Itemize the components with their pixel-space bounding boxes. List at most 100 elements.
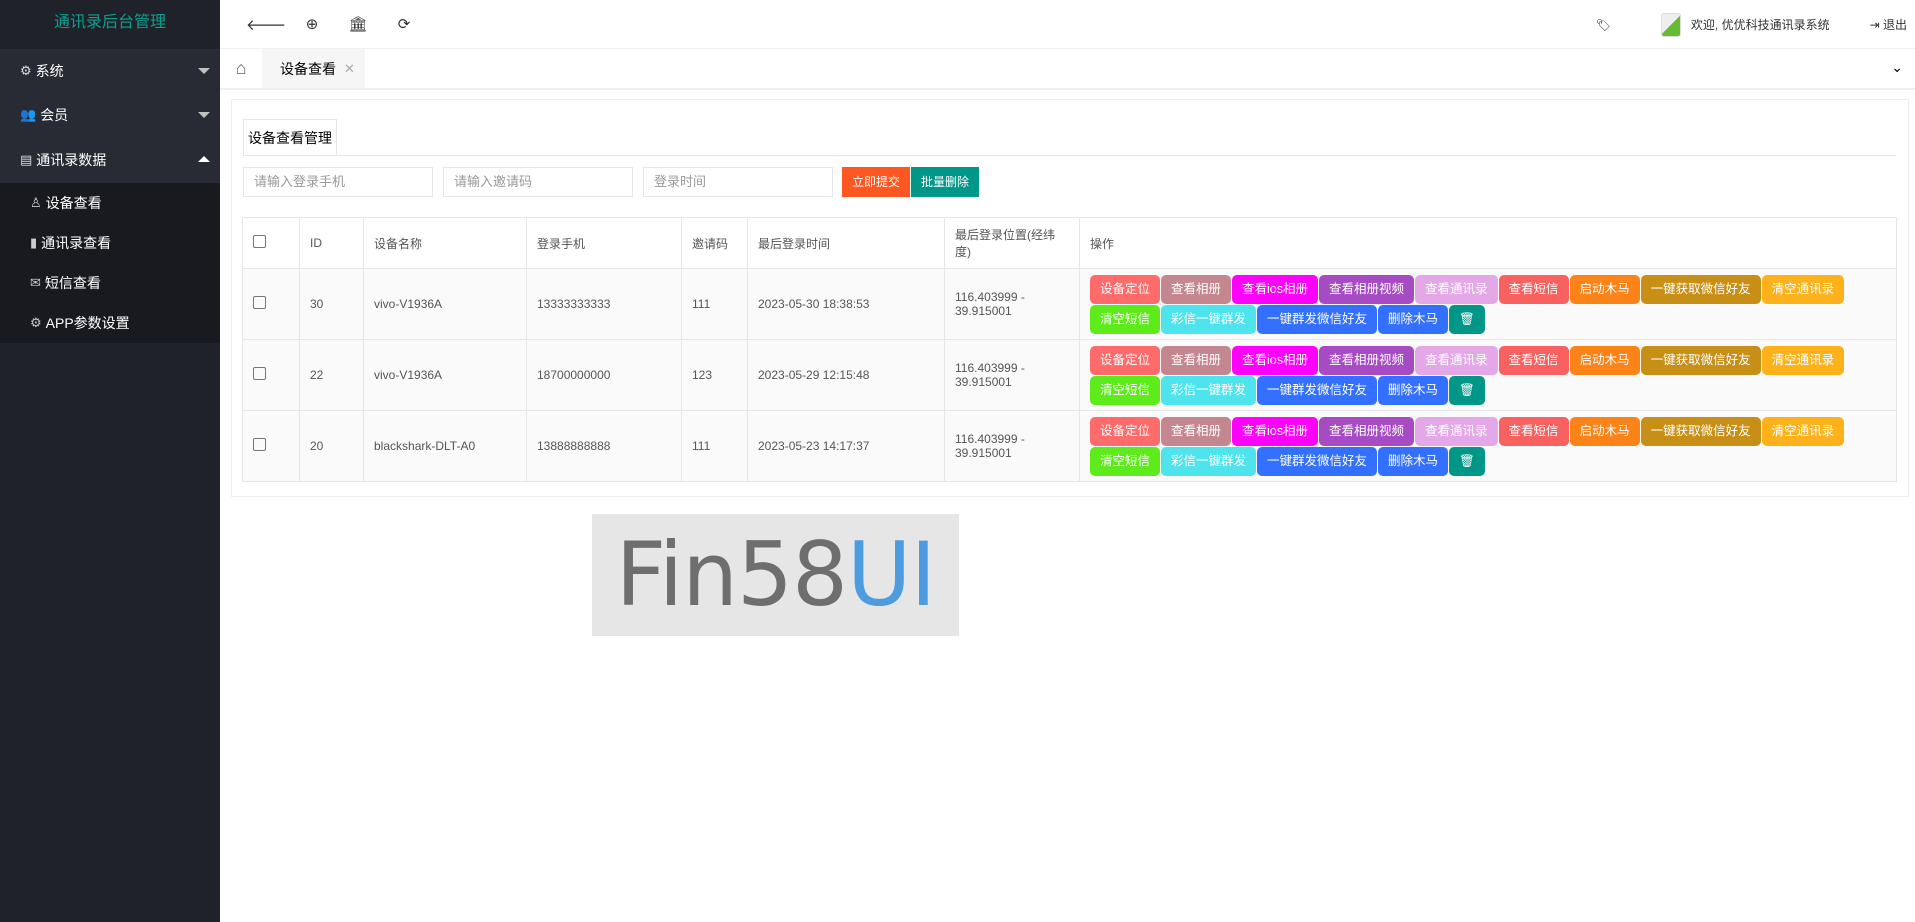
cell-time: 2023-05-23 14:17:37: [747, 410, 945, 482]
action-button[interactable]: 一键获取微信好友: [1640, 416, 1761, 446]
menu-system[interactable]: ⚙ 系统: [0, 49, 220, 93]
col-time: 最后登录时间: [747, 217, 945, 269]
bank-icon[interactable]: 🏛: [348, 16, 368, 33]
action-button[interactable]: 查看通讯录: [1415, 274, 1498, 304]
cell-id: 20: [299, 410, 364, 482]
submit-button[interactable]: 立即提交: [842, 167, 911, 197]
book-icon: ▮: [30, 235, 38, 250]
action-button[interactable]: 清空通讯录: [1761, 345, 1845, 375]
back-icon[interactable]: 🡐: [246, 16, 287, 34]
action-button[interactable]: 查看通讯录: [1415, 345, 1498, 375]
action-button[interactable]: 一键群发微信好友: [1257, 375, 1378, 405]
action-button[interactable]: 查看相册: [1161, 416, 1232, 446]
row-checkbox[interactable]: [253, 296, 266, 309]
tag-icon[interactable]: 🏷: [1595, 17, 1611, 32]
action-button[interactable]: 查看相册: [1161, 345, 1232, 375]
action-button[interactable]: 删除木马: [1378, 375, 1449, 405]
action-button[interactable]: 设备定位: [1090, 274, 1161, 304]
action-button[interactable]: 查看短信: [1498, 345, 1569, 375]
action-button[interactable]: 启动木马: [1569, 416, 1640, 446]
action-button[interactable]: 一键群发微信好友: [1257, 446, 1378, 476]
action-button[interactable]: 清空短信: [1090, 304, 1161, 334]
action-button[interactable]: 设备定位: [1090, 416, 1161, 446]
delete-button[interactable]: 🗑: [1449, 304, 1485, 334]
action-button[interactable]: 彩信一键群发: [1161, 375, 1257, 405]
sidebar-item-contacts[interactable]: ▮ 通讯录查看: [0, 223, 220, 263]
action-button[interactable]: 查看相册视频: [1319, 274, 1415, 304]
action-button[interactable]: 清空短信: [1090, 446, 1161, 476]
menu-member[interactable]: 👥 会员: [0, 93, 220, 137]
gear-icon: ⚙: [20, 63, 32, 78]
action-button[interactable]: 设备定位: [1090, 345, 1161, 375]
cell-loc: 116.403999 - 39.915001: [944, 339, 1080, 411]
cell-name: vivo-V1936A: [363, 268, 527, 340]
trash-icon: 🗑: [1459, 311, 1475, 326]
welcome-text: 欢迎, 优优科技通讯录系统: [1690, 18, 1830, 32]
batch-delete-button[interactable]: 批量删除: [911, 167, 980, 197]
action-button[interactable]: 一键群发微信好友: [1257, 304, 1378, 334]
action-button[interactable]: 查看相册: [1161, 274, 1232, 304]
cell-name: vivo-V1936A: [363, 339, 527, 411]
tab-device[interactable]: 设备查看 ✕: [262, 49, 365, 88]
action-button[interactable]: 一键获取微信好友: [1640, 345, 1761, 375]
action-button[interactable]: 删除木马: [1378, 304, 1449, 334]
row-checkbox[interactable]: [253, 438, 266, 451]
action-button[interactable]: 启动木马: [1569, 274, 1640, 304]
action-button[interactable]: 清空通讯录: [1761, 274, 1845, 304]
action-button[interactable]: 查看相册视频: [1319, 416, 1415, 446]
cell-code: 123: [681, 339, 748, 411]
action-button[interactable]: 清空通讯录: [1761, 416, 1845, 446]
invite-code-input[interactable]: 请输入邀请码: [443, 167, 633, 197]
delete-button[interactable]: 🗑: [1449, 375, 1485, 405]
logout-icon: ⇥: [1869, 18, 1880, 32]
home-icon[interactable]: ⌂: [235, 58, 247, 78]
refresh-icon[interactable]: ⟳: [397, 16, 411, 33]
cell-time: 2023-05-30 18:38:53: [747, 268, 945, 340]
menu-label: 会员: [40, 107, 69, 123]
logout-button[interactable]: ⇥ 退出: [1870, 16, 1907, 33]
lifebuoy-icon[interactable]: ⊕: [305, 16, 319, 33]
action-button[interactable]: 查看ios相册: [1232, 274, 1319, 304]
row-checkbox[interactable]: [253, 367, 266, 380]
phone-input[interactable]: 请输入登录手机: [243, 167, 433, 197]
action-button[interactable]: 查看短信: [1498, 274, 1569, 304]
login-time-input[interactable]: 登录时间: [643, 167, 833, 197]
action-button[interactable]: 一键获取微信好友: [1640, 274, 1761, 304]
action-button[interactable]: 彩信一键群发: [1161, 304, 1257, 334]
action-button[interactable]: 清空短信: [1090, 375, 1161, 405]
fin58ui-logo-image: Fin58UI: [592, 514, 959, 636]
table-row: 22 vivo-V1936A 18700000000 123 2023-05-29 12…: [242, 339, 1897, 411]
action-button[interactable]: 查看短信: [1498, 416, 1569, 446]
trash-icon: 🗑: [1459, 382, 1475, 397]
sidebar: 通讯录后台管理 ⚙ 系统 👥 会员 ▤ 通讯录数据 ♙ 设备查看 ▮ 通讯录查看 ✉ 短信查…: [0, 0, 220, 922]
item-label: 通讯录查看: [41, 235, 112, 251]
select-all-checkbox[interactable]: [253, 235, 266, 248]
sidebar-item-device[interactable]: ♙ 设备查看: [0, 183, 220, 223]
action-button[interactable]: 彩信一键群发: [1161, 446, 1257, 476]
cell-phone: 13333333333: [526, 268, 682, 340]
sidebar-item-app-settings[interactable]: ⚙ APP参数设置: [0, 303, 220, 343]
cell-phone: 18700000000: [526, 339, 682, 411]
cell-id: 22: [299, 339, 364, 411]
menu-contacts-data[interactable]: ▤ 通讯录数据: [0, 137, 220, 183]
close-icon[interactable]: ✕: [344, 60, 355, 76]
action-button[interactable]: 查看通讯录: [1415, 416, 1498, 446]
user-icon: ♙: [30, 195, 42, 210]
trash-icon: 🗑: [1459, 453, 1475, 468]
sidebar-item-sms[interactable]: ✉ 短信查看: [0, 263, 220, 303]
topbar: 🡐 ⊕ 🏛 ⟳ 🏷 欢迎, 优优科技通讯录系统 ⇥ 退出: [220, 0, 1915, 49]
cell-time: 2023-05-29 12:15:48: [747, 339, 945, 411]
action-button[interactable]: 查看ios相册: [1232, 345, 1319, 375]
tab-label: 设备查看: [280, 60, 336, 77]
action-button[interactable]: 查看相册视频: [1319, 345, 1415, 375]
chevron-down-icon[interactable]: ⌄: [1891, 59, 1903, 75]
id-card-icon: ▤: [20, 152, 33, 167]
delete-button[interactable]: 🗑: [1449, 446, 1485, 476]
action-button[interactable]: 删除木马: [1378, 446, 1449, 476]
tab-bar: ⌂ 设备查看 ✕ ⌄: [220, 49, 1915, 90]
cell-loc: 116.403999 - 39.915001: [944, 268, 1080, 340]
action-button[interactable]: 启动木马: [1569, 345, 1640, 375]
panel-tab[interactable]: 设备查看管理: [243, 119, 337, 156]
content-panel: 设备查看管理 请输入登录手机 请输入邀请码 登录时间 立即提交 批量删除 ID …: [231, 99, 1909, 497]
action-button[interactable]: 查看ios相册: [1232, 416, 1319, 446]
